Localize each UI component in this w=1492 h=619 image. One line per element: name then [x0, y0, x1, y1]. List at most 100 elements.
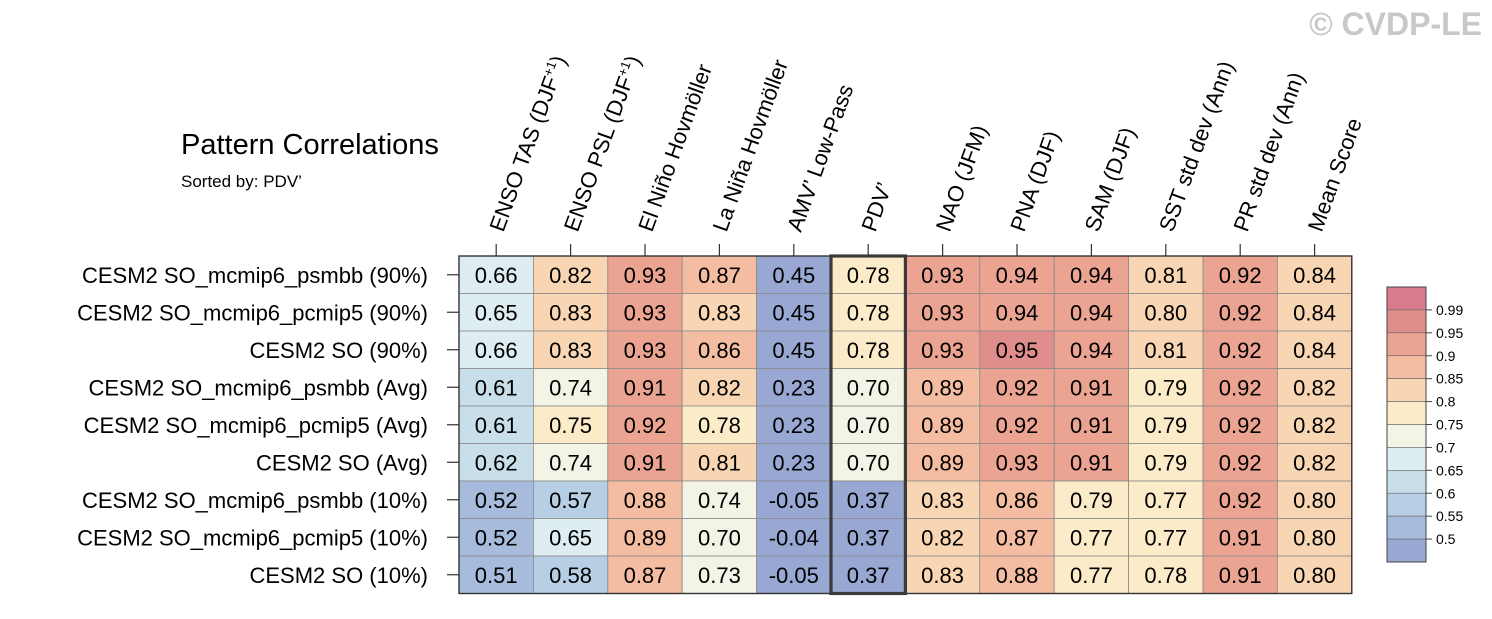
heatmap-cell — [681, 518, 758, 557]
cell-value-label: 0.78 — [847, 263, 890, 288]
colorbar-swatch — [1386, 401, 1427, 425]
heatmap-cell — [458, 555, 534, 594]
heatmap-cell — [533, 405, 609, 444]
column-label: SST std dev (Ann) — [1154, 58, 1239, 235]
cell-value-label: 0.82 — [1293, 450, 1336, 475]
heatmap-cell — [905, 443, 981, 482]
cell-value-label: 0.92 — [624, 413, 667, 438]
row-label: CESM2 SO_mcmip6_pcmip5 (Avg) — [84, 413, 428, 438]
heatmap-cell — [1202, 293, 1278, 332]
cell-value-label: 0.57 — [549, 488, 592, 513]
colorbar-swatch — [1386, 309, 1427, 334]
heatmap-cell — [905, 293, 981, 332]
cell-value-label: 0.82 — [1293, 375, 1336, 400]
column-label: NAO (JFM) — [931, 122, 993, 235]
colorbar-swatch — [1386, 470, 1427, 494]
heatmap-cell — [905, 518, 981, 557]
row-label: CESM2 SO (90%) — [250, 338, 429, 363]
cell-value-label: 0.88 — [996, 563, 1039, 588]
column-labels: ENSO TAS (DJF+1)ENSO PSL (DJF+1)El Niño … — [484, 52, 1367, 256]
cell-value-label: 0.82 — [1293, 413, 1336, 438]
heatmap-cell — [1128, 368, 1204, 407]
cell-value-label: 0.37 — [847, 525, 890, 550]
colorbar-tick-label: 0.85 — [1436, 371, 1463, 387]
column-label: AMV’ Low-Pass — [782, 81, 858, 235]
column-label: Mean Score — [1303, 115, 1367, 235]
cell-value-label: 0.70 — [847, 450, 890, 475]
cell-value-label: 0.92 — [996, 413, 1039, 438]
cell-value-label: -0.05 — [769, 488, 819, 513]
cell-value-label: 0.79 — [1144, 450, 1187, 475]
cell-value-label: 0.89 — [921, 413, 964, 438]
cell-value-label: 0.92 — [996, 375, 1039, 400]
cell-value-label: 0.91 — [624, 450, 667, 475]
colorbar-tick-label: 0.9 — [1436, 348, 1456, 364]
colorbar-swatch — [1386, 424, 1427, 448]
cell-value-label: 0.91 — [1070, 413, 1113, 438]
colorbar-tick-label: 0.55 — [1436, 508, 1463, 524]
cell-value-label: 0.81 — [1144, 338, 1187, 363]
heatmap-cell — [1277, 330, 1353, 369]
heatmap-cell — [979, 555, 1055, 594]
cell-value-label: 0.77 — [1070, 525, 1113, 550]
cell-value-label: 0.70 — [847, 375, 890, 400]
cell-value-label: 0.75 — [549, 413, 592, 438]
heatmap-cell — [756, 330, 832, 369]
heatmap-cell — [681, 555, 758, 594]
heatmap-cell — [458, 255, 534, 294]
cell-value-label: 0.89 — [921, 450, 964, 475]
heatmap-cell — [1202, 518, 1278, 557]
heatmap-cell — [458, 330, 534, 369]
cell-value-label: 0.91 — [1070, 450, 1113, 475]
cell-value-label: 0.52 — [475, 525, 518, 550]
cell-value-label: 0.78 — [847, 300, 890, 325]
cell-value-label: 0.80 — [1293, 488, 1336, 513]
cell-value-label: 0.82 — [698, 375, 741, 400]
cell-value-label: 0.92 — [1219, 450, 1262, 475]
heatmap-cell — [830, 443, 906, 482]
heatmap-cell — [756, 293, 832, 332]
cell-value-label: 0.92 — [1219, 488, 1262, 513]
chart-subtitle: Sorted by: PDV’ — [181, 172, 302, 191]
cell-value-label: 0.82 — [549, 263, 592, 288]
heatmap-cell — [533, 293, 609, 332]
heatmap-cell — [533, 255, 609, 294]
heatmap-cell — [1277, 555, 1353, 594]
heatmap-cell — [1277, 255, 1353, 294]
cell-value-label: 0.23 — [772, 375, 815, 400]
cell-value-label: 0.89 — [624, 525, 667, 550]
column-label: La Niña Hovmöller — [708, 56, 793, 235]
row-label: CESM2 SO_mcmip6_pcmip5 (10%) — [77, 525, 428, 550]
cell-value-label: 0.83 — [549, 300, 592, 325]
colorbar-tick-label: 0.95 — [1436, 325, 1463, 341]
heatmap-cell — [458, 480, 534, 519]
heatmap-cell — [756, 480, 832, 519]
cell-value-label: 0.80 — [1144, 300, 1187, 325]
cell-value-label: 0.66 — [475, 338, 518, 363]
cell-value-label: 0.74 — [549, 375, 592, 400]
heatmap-cell — [905, 330, 981, 369]
heatmap-cell — [1053, 293, 1129, 332]
cell-value-label: 0.62 — [475, 450, 518, 475]
heatmap-cell — [1277, 518, 1353, 557]
colorbar-swatch — [1386, 286, 1427, 311]
heatmap-cell — [1053, 480, 1129, 519]
column-label: PDV’ — [856, 179, 897, 235]
heatmap-cell — [458, 405, 534, 444]
heatmap-cell — [607, 518, 683, 557]
cell-value-label: 0.94 — [996, 263, 1039, 288]
colorbar-swatch — [1386, 538, 1427, 563]
cell-value-label: 0.91 — [1219, 525, 1262, 550]
heatmap-cell — [756, 518, 832, 557]
heatmap-cell — [607, 368, 683, 407]
cell-value-label: 0.77 — [1144, 525, 1187, 550]
heatmap-cell — [979, 255, 1055, 294]
heatmap-cell — [979, 293, 1055, 332]
cell-value-label: 0.45 — [772, 338, 815, 363]
heatmap-cell — [533, 480, 609, 519]
cell-value-label: 0.78 — [847, 338, 890, 363]
cell-value-label: 0.51 — [475, 563, 518, 588]
cell-value-label: 0.83 — [921, 563, 964, 588]
row-label: CESM2 SO_mcmip6_psmbb (Avg) — [89, 375, 429, 400]
